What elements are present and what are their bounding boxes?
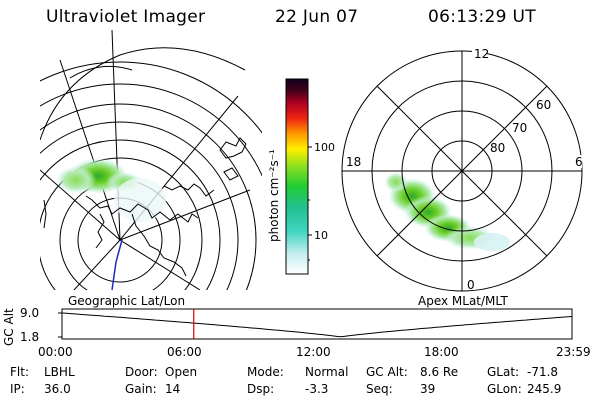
color-bar-ticks xyxy=(308,146,312,261)
glon-value: 245.9 xyxy=(527,382,562,396)
seq-value: 39 xyxy=(420,382,436,396)
mlat-label-60: 60 xyxy=(536,98,551,112)
gain-label: Gain: xyxy=(125,382,157,396)
geo-track xyxy=(111,239,123,291)
dsp-value: -3.3 xyxy=(305,382,329,396)
geo-aurora xyxy=(56,158,166,222)
left-map-caption: Geographic Lat/Lon xyxy=(68,294,186,308)
y-tick-low: 1.8 xyxy=(20,330,39,344)
mlt-label-bg xyxy=(572,155,582,168)
timeline-axis-title: GC Alt xyxy=(2,308,16,346)
glon-label: GLon: xyxy=(487,382,522,396)
glat-value: -71.8 xyxy=(527,365,559,379)
altitude-timeline: 9.0 1.8 GC Alt 00:00 06:00 12:00 18:00 2… xyxy=(2,306,591,359)
glat-label: GLat: xyxy=(487,365,520,379)
gc-alt-value: 8.6 Re xyxy=(420,365,459,379)
flt-value: LBHL xyxy=(44,365,75,379)
altitude-curve xyxy=(61,312,573,338)
apex-aurora xyxy=(384,172,510,251)
mlt-label-12: 12 xyxy=(474,47,489,61)
mlat-label-80: 80 xyxy=(490,141,505,155)
timeline-y-ticks xyxy=(58,312,62,338)
door-value: Open xyxy=(165,365,198,379)
right-map-caption: Apex MLat/MLT xyxy=(418,294,508,308)
x-tick-0600: 06:00 xyxy=(167,345,202,359)
mlt-label-0: 0 xyxy=(467,278,475,292)
x-tick-1200: 12:00 xyxy=(296,345,331,359)
geo-coastlines xyxy=(43,137,247,277)
mode-label: Mode: xyxy=(247,365,284,379)
date-readout: 22 Jun 07 xyxy=(275,7,359,27)
dsp-label: Dsp: xyxy=(247,382,275,396)
x-tick-1800: 18:00 xyxy=(424,345,459,359)
apex-grid xyxy=(341,50,583,292)
y-tick-high: 9.0 xyxy=(20,306,39,320)
mlt-label-bg xyxy=(472,47,486,59)
color-bar-tick-100: 100 xyxy=(314,141,335,154)
mode-value: Normal xyxy=(305,365,349,379)
color-bar-label: photon cm⁻²s⁻¹ xyxy=(267,149,281,242)
ip-value: 36.0 xyxy=(44,382,71,396)
x-tick-0000: 00:00 xyxy=(38,345,73,359)
flt-label: Flt: xyxy=(10,365,29,379)
seq-label: Seq: xyxy=(366,382,393,396)
ip-label: IP: xyxy=(10,382,25,396)
instrument-title: Ultraviolet Imager xyxy=(46,7,206,27)
color-bar xyxy=(285,78,309,275)
mlat-label-70: 70 xyxy=(512,121,527,135)
x-tick-2359: 23:59 xyxy=(556,345,591,359)
door-label: Door: xyxy=(125,365,158,379)
mlt-label-bg xyxy=(344,155,362,168)
color-scale: 100 10 photon cm⁻²s⁻¹ xyxy=(267,78,335,275)
time-readout: 06:13:29 UT xyxy=(428,7,536,27)
mlt-label-6: 6 xyxy=(575,155,583,169)
mlt-label-18: 18 xyxy=(346,155,361,169)
gc-alt-label: GC Alt: xyxy=(366,365,408,379)
gain-value: 14 xyxy=(165,382,181,396)
color-bar-tick-10: 10 xyxy=(314,229,328,242)
